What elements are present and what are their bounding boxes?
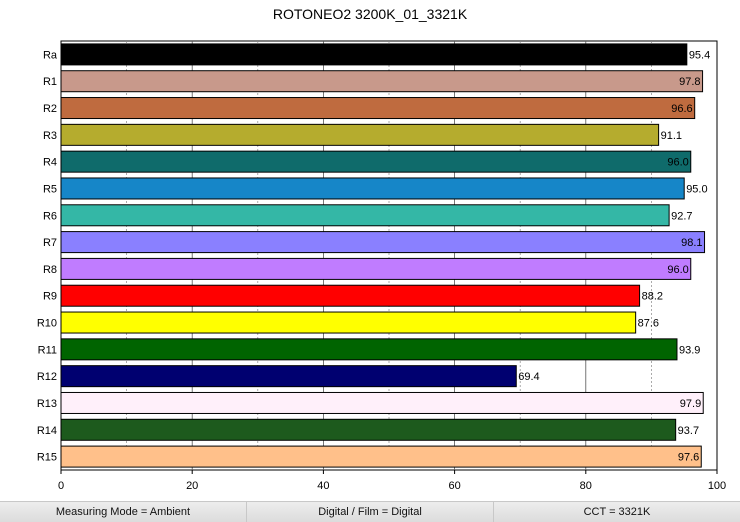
data-label: 97.6 bbox=[678, 452, 699, 464]
y-tick-label: R12 bbox=[37, 371, 57, 383]
cct-status: CCT = 3321K bbox=[493, 502, 740, 522]
x-tick-label: 0 bbox=[58, 480, 64, 492]
y-tick-label: Ra bbox=[43, 49, 58, 61]
bar-ra bbox=[60, 43, 688, 66]
y-tick-label: R10 bbox=[37, 318, 57, 330]
bar-r13 bbox=[60, 391, 704, 414]
bar-r5 bbox=[60, 177, 685, 200]
bar-r9 bbox=[60, 284, 641, 307]
bar-r12 bbox=[60, 365, 517, 388]
data-label: 93.7 bbox=[678, 425, 699, 437]
bar-r4 bbox=[60, 150, 692, 173]
x-tick-label: 100 bbox=[708, 480, 726, 492]
bar-r10 bbox=[60, 311, 637, 334]
bar-r7 bbox=[60, 231, 706, 254]
y-tick-label: R7 bbox=[43, 237, 57, 249]
data-label: 87.6 bbox=[638, 318, 659, 330]
y-tick-label: R15 bbox=[37, 452, 57, 464]
data-label: 96.0 bbox=[667, 264, 688, 276]
y-tick-label: R14 bbox=[37, 425, 57, 437]
bar-r1 bbox=[60, 70, 704, 93]
data-label: 96.6 bbox=[671, 103, 692, 115]
bar-r2 bbox=[60, 97, 696, 120]
x-tick-label: 80 bbox=[580, 480, 592, 492]
x-tick-label: 20 bbox=[186, 480, 198, 492]
y-tick-label: R2 bbox=[43, 103, 57, 115]
data-label: 95.4 bbox=[689, 49, 710, 61]
bar-r8 bbox=[60, 257, 692, 280]
digital-film-status: Digital / Film = Digital bbox=[246, 502, 493, 522]
data-label: 96.0 bbox=[667, 157, 688, 169]
data-label: 93.9 bbox=[679, 344, 700, 356]
x-tick-label: 40 bbox=[317, 480, 329, 492]
status-bar: Measuring Mode = Ambient Digital / Film … bbox=[0, 501, 740, 522]
data-label: 97.9 bbox=[680, 398, 701, 410]
data-label: 95.0 bbox=[686, 183, 707, 195]
chart-title: ROTONEO2 3200K_01_3321K bbox=[272, 6, 468, 22]
y-tick-label: R6 bbox=[43, 210, 57, 222]
y-tick-label: R3 bbox=[43, 130, 57, 142]
y-tick-label: R4 bbox=[43, 157, 57, 169]
y-tick-label: R11 bbox=[38, 344, 57, 356]
y-tick-label: R13 bbox=[37, 398, 57, 410]
bar-r11 bbox=[60, 338, 678, 361]
data-label: 92.7 bbox=[671, 210, 692, 222]
y-tick-label: R9 bbox=[43, 291, 57, 303]
x-tick-label: 60 bbox=[448, 480, 460, 492]
bar-r6 bbox=[60, 204, 670, 227]
y-tick-label: R8 bbox=[43, 264, 57, 276]
bar-chart: Ra 95.4 R1 97.8 R2 96.6 R3 91.1 R4 96.0 R5 95.0 R6 92… bbox=[37, 40, 726, 492]
data-label: 91.1 bbox=[661, 130, 682, 142]
bar-r3 bbox=[60, 123, 660, 146]
measuring-mode-status: Measuring Mode = Ambient bbox=[0, 502, 246, 522]
bar-r14 bbox=[60, 418, 677, 441]
bar-r15 bbox=[60, 445, 702, 468]
data-label: 88.2 bbox=[642, 291, 663, 303]
data-label: 69.4 bbox=[518, 371, 539, 383]
y-tick-label: R1 bbox=[43, 76, 57, 88]
data-label: 97.8 bbox=[679, 76, 700, 88]
data-label: 98.1 bbox=[681, 237, 702, 249]
y-tick-label: R5 bbox=[43, 183, 57, 195]
